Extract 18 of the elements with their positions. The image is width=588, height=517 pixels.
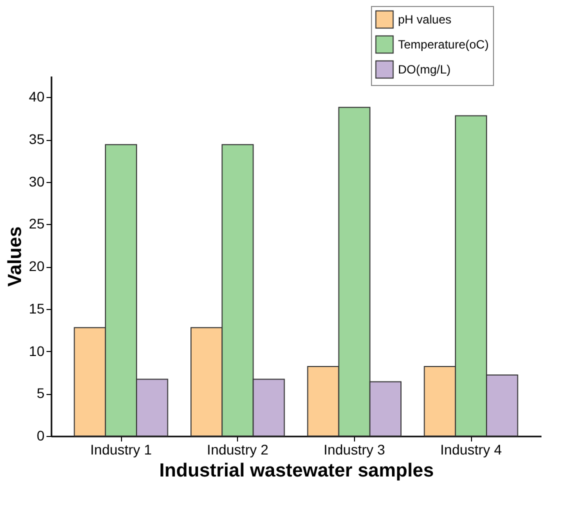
y-tick-label: 20: [28, 258, 45, 274]
legend-label: Temperature(oC): [398, 38, 489, 52]
y-tick-label: 15: [28, 300, 45, 316]
y-tick-label: 0: [36, 428, 45, 444]
legend-label: DO(mg/L): [398, 62, 451, 76]
x-tick-label: Industry 4: [440, 442, 502, 458]
x-axis-title: Industrial wastewater samples: [159, 460, 434, 482]
y-tick-label: 5: [36, 385, 45, 402]
x-tick-label: Industry 1: [90, 442, 152, 458]
y-tick-label: 40: [28, 88, 45, 105]
y-axis-title: Values: [4, 226, 26, 287]
y-tick-label: 30: [28, 173, 45, 190]
y-tick-label: 25: [28, 216, 45, 232]
y-tick-label: 10: [28, 342, 45, 359]
y-tick-label: 35: [28, 131, 45, 148]
legend-label: pH values: [398, 12, 452, 26]
x-tick-label: Industry 2: [206, 442, 269, 458]
x-tick-label: Industry 3: [324, 442, 386, 458]
